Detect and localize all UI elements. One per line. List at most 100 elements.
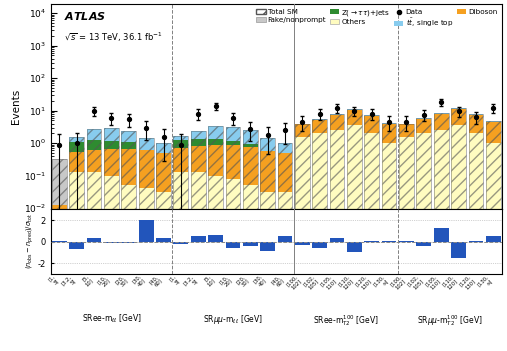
Bar xyxy=(156,143,171,351)
Bar xyxy=(365,115,379,133)
Bar xyxy=(330,114,344,115)
Bar xyxy=(399,137,414,351)
Bar xyxy=(243,147,258,185)
Bar xyxy=(69,142,84,152)
Bar xyxy=(173,136,188,140)
Bar xyxy=(486,121,500,351)
Bar xyxy=(121,131,136,142)
Bar xyxy=(121,142,136,149)
Bar xyxy=(69,172,84,351)
Bar xyxy=(434,228,449,241)
Text: SR$\mu\mu$-m$_{\ell\ell}$ [GeV]: SR$\mu\mu$-m$_{\ell\ell}$ [GeV] xyxy=(203,313,263,326)
Bar xyxy=(191,172,206,351)
Bar xyxy=(121,131,136,351)
Bar xyxy=(139,188,154,351)
Bar xyxy=(208,234,223,241)
Bar xyxy=(347,109,362,351)
Bar xyxy=(243,131,258,351)
Bar xyxy=(208,126,223,139)
Bar xyxy=(87,140,101,150)
Bar xyxy=(69,241,84,249)
Bar xyxy=(278,143,293,351)
Bar xyxy=(468,114,483,351)
Y-axis label: $(n_\mathrm{obs}-n_\mathrm{pred})/\sigma_\mathrm{tot}$: $(n_\mathrm{obs}-n_\mathrm{pred})/\sigma… xyxy=(25,214,36,270)
Bar xyxy=(330,238,344,241)
Bar xyxy=(486,121,500,122)
Bar xyxy=(486,236,500,241)
Bar xyxy=(226,241,240,247)
Bar xyxy=(69,152,84,172)
Bar xyxy=(260,138,275,151)
Bar xyxy=(104,141,119,149)
Bar xyxy=(312,120,327,133)
Bar xyxy=(173,140,188,148)
Bar xyxy=(295,137,310,351)
Bar xyxy=(312,119,327,351)
Bar xyxy=(139,151,154,188)
Bar xyxy=(451,108,466,109)
Bar xyxy=(173,172,188,351)
Bar xyxy=(278,153,293,192)
Bar xyxy=(191,236,206,241)
Bar xyxy=(260,241,275,251)
Bar xyxy=(226,145,240,179)
Bar xyxy=(104,128,119,141)
Bar xyxy=(416,241,431,246)
Bar xyxy=(486,143,500,351)
Bar xyxy=(121,149,136,185)
Bar xyxy=(347,110,362,125)
Bar xyxy=(416,118,431,119)
Bar xyxy=(451,108,466,351)
Text: SRee-m$_{\ell\ell}$ [GeV]: SRee-m$_{\ell\ell}$ [GeV] xyxy=(82,313,141,325)
Text: SR$\mu\mu$-m$_{T2}^{100}$ [GeV]: SR$\mu\mu$-m$_{T2}^{100}$ [GeV] xyxy=(417,313,483,327)
Bar xyxy=(260,151,275,192)
Text: $\sqrt{s}$ = 13 TeV, 36.1 fb$^{-1}$: $\sqrt{s}$ = 13 TeV, 36.1 fb$^{-1}$ xyxy=(64,30,163,44)
Bar xyxy=(243,144,258,147)
Bar xyxy=(139,138,154,151)
Legend: Total SM, Fake/nonprompt, Z($\rightarrow\tau\tau$)+jets, Others, Data, $t\bar{t}: Total SM, Fake/nonprompt, Z($\rightarrow… xyxy=(256,7,498,30)
Bar xyxy=(69,137,84,351)
Bar xyxy=(330,115,344,130)
Bar xyxy=(87,129,101,140)
Bar xyxy=(382,122,396,351)
Bar xyxy=(191,131,206,351)
Bar xyxy=(104,128,119,351)
Bar xyxy=(468,114,483,115)
Bar xyxy=(451,109,466,125)
Bar xyxy=(208,176,223,351)
Bar xyxy=(87,172,101,351)
Bar xyxy=(156,143,171,153)
Text: $\bfit{ATLAS}$: $\bfit{ATLAS}$ xyxy=(64,10,106,22)
Bar xyxy=(156,192,171,351)
Text: SRee-m$_{T2}^{100}$ [GeV]: SRee-m$_{T2}^{100}$ [GeV] xyxy=(313,313,379,327)
Bar xyxy=(486,122,500,143)
Bar xyxy=(156,238,171,241)
Bar xyxy=(416,118,431,351)
Bar xyxy=(121,241,136,243)
Bar xyxy=(52,159,67,205)
Bar xyxy=(468,115,483,133)
Bar xyxy=(278,143,293,153)
Bar xyxy=(121,185,136,351)
Bar xyxy=(87,150,101,172)
Bar xyxy=(173,148,188,172)
Bar xyxy=(330,130,344,351)
Bar xyxy=(226,179,240,351)
Bar xyxy=(330,114,344,351)
Bar xyxy=(260,138,275,351)
Bar xyxy=(139,138,154,351)
Bar xyxy=(312,241,327,247)
Bar xyxy=(382,122,396,124)
Bar xyxy=(312,119,327,120)
Bar xyxy=(87,129,101,351)
Bar xyxy=(139,220,154,241)
Bar xyxy=(434,113,449,351)
Bar xyxy=(104,241,119,243)
Bar xyxy=(243,131,258,144)
Bar xyxy=(347,241,362,252)
Bar xyxy=(69,137,84,142)
Bar xyxy=(434,130,449,351)
Bar xyxy=(399,124,414,137)
Bar xyxy=(52,159,67,351)
Bar xyxy=(104,149,119,176)
